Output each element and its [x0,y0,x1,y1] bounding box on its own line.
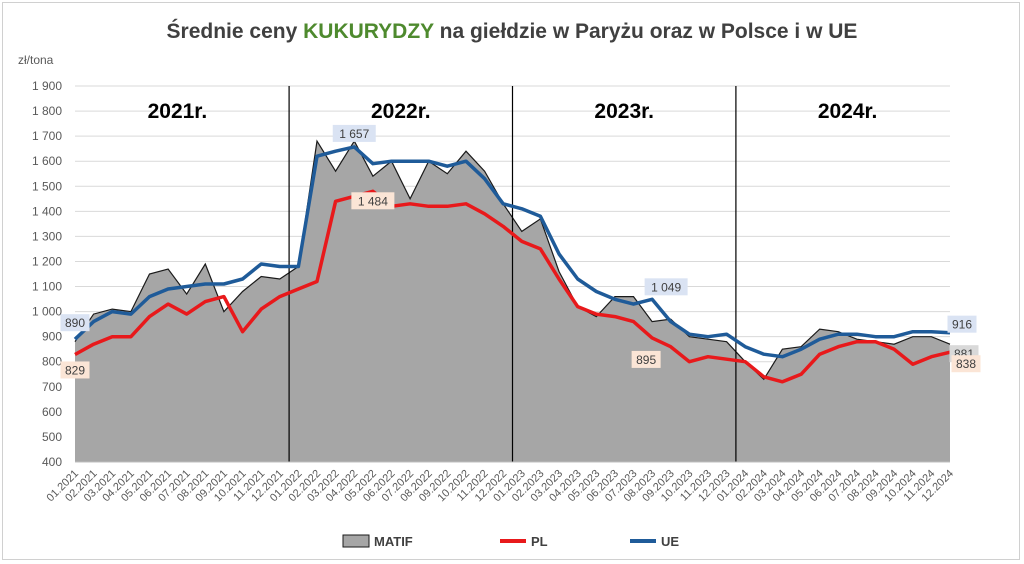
y-tick-label: 1 000 [32,305,62,319]
y-tick-label: 1 200 [32,254,62,268]
legend-label: PL [531,534,548,549]
data-label: 1 049 [651,280,681,294]
y-axis-label: zł/tona [18,53,54,67]
y-tick-label: 900 [42,330,62,344]
data-label-box [60,361,90,379]
legend-swatch-matif [342,534,370,548]
y-tick-label: 1 800 [32,104,62,118]
data-label: 890 [65,316,85,330]
y-tick-label: 1 900 [32,79,62,93]
series-line-pl [74,189,951,384]
y-tick-label: 400 [42,455,62,469]
data-label-box [951,355,981,373]
data-label: 916 [952,318,972,332]
data-label-box [332,124,376,142]
data-label-box [631,350,661,368]
title-part-1: Średnie ceny [166,20,304,43]
data-label: 829 [65,363,85,377]
legend-label: MATIF [374,534,413,549]
title-part-2: na giełdzie w Paryżu oraz w Polsce i w U… [433,20,858,43]
data-label: 838 [956,357,976,371]
title-highlight: KUKURYDZY [303,20,434,43]
y-tick-label: 800 [42,355,62,369]
data-label-box [947,315,977,333]
y-tick-label: 600 [42,405,62,419]
legend-label: UE [661,534,679,549]
y-tick-label: 1 400 [32,204,62,218]
y-tick-label: 1 600 [32,154,62,168]
series-line-ue [73,145,951,359]
data-label-box [351,192,395,210]
y-tick-label: 500 [42,430,62,444]
data-label: 1 657 [339,127,369,141]
year-label: 2021r. [148,100,208,123]
y-tick-label: 1 100 [32,280,62,294]
year-label: 2024r. [818,100,878,123]
y-tick-label: 700 [42,380,62,394]
year-label: 2022r. [371,100,431,123]
data-label: 1 484 [358,194,388,208]
y-tick-label: 1 500 [32,179,62,193]
data-label-box [644,278,688,296]
y-tick-label: 1 700 [32,129,62,143]
data-label: 895 [636,353,656,367]
chart-title: Średnie ceny KUKURYDZY na giełdzie w Par… [0,20,1024,44]
year-label: 2023r. [594,100,654,123]
data-label-box [60,314,90,332]
y-tick-label: 1 300 [32,229,62,243]
